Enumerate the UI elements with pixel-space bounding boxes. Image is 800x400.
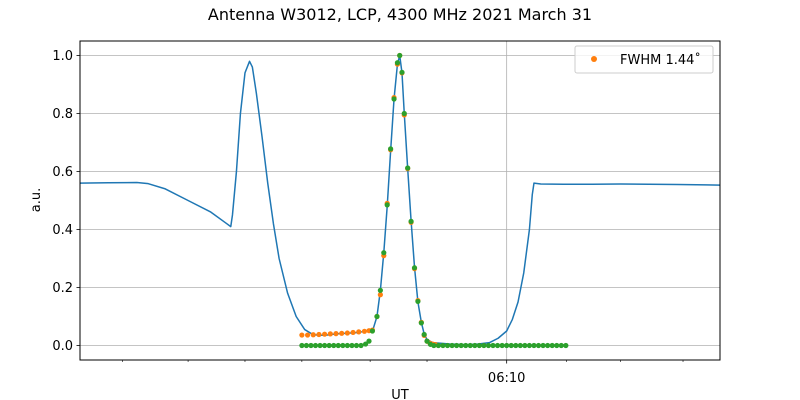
x-axis-label: UT [391, 388, 409, 400]
series-2-point-28 [408, 218, 414, 224]
series-2-point-62 [554, 342, 560, 349]
series-1-point-1 [304, 332, 311, 338]
series-2-point-42 [463, 342, 469, 349]
series-2-point-33 [424, 338, 430, 344]
series-2-point-45 [476, 342, 482, 349]
series-2-point-2 [308, 342, 314, 349]
series-2-point-56 [526, 342, 533, 349]
series-2-point-6 [326, 342, 332, 349]
legend-marker [591, 56, 597, 62]
series-2-point-26 [401, 110, 407, 117]
series-2-point-35 [431, 342, 437, 349]
series-2-point-29 [411, 265, 418, 271]
series-2-point-39 [449, 342, 455, 349]
series-2-point-60 [545, 342, 551, 349]
series-2-point-61 [549, 342, 555, 349]
series-2-point-13 [358, 342, 364, 349]
series-2-point-52 [508, 342, 514, 349]
series-2-point-15 [366, 338, 372, 344]
series-line-0 [79, 54, 721, 346]
series-2-point-63 [558, 342, 564, 349]
series-2-point-37 [440, 342, 446, 349]
y-tick-label-4: 0.8 [52, 107, 73, 122]
series-2-point-36 [435, 342, 441, 349]
series-2-point-50 [499, 342, 505, 349]
series-2-point-27 [405, 165, 411, 171]
y-tick-label-3: 0.6 [52, 165, 73, 180]
series-2-point-43 [467, 342, 473, 349]
series-2-point-55 [522, 342, 528, 349]
series-2-point-51 [504, 342, 510, 349]
series-2-point-46 [481, 342, 487, 349]
series-1-point-8 [344, 330, 350, 336]
series-2-point-40 [454, 342, 460, 349]
x-axis: 06:10 [122, 360, 684, 386]
series-2-point-47 [485, 342, 492, 349]
series-2-point-31 [418, 320, 424, 326]
series-2-point-22 [391, 96, 397, 102]
plot-frame [79, 40, 721, 361]
series-2-point-57 [531, 342, 537, 349]
series-2-point-4 [317, 342, 323, 349]
series-2-point-0 [299, 342, 305, 349]
plot-area [79, 40, 721, 361]
series-2-point-19 [381, 250, 387, 256]
series-2-point-58 [535, 342, 542, 349]
series-2-point-10 [344, 342, 350, 349]
series-2-point-5 [322, 342, 328, 349]
series-2-point-23 [394, 60, 401, 66]
legend-box [574, 45, 714, 74]
series-2-point-54 [517, 342, 523, 349]
series-1-point-6 [333, 331, 339, 337]
series-2-point-3 [312, 342, 319, 349]
series-1-point-15 [377, 292, 383, 298]
series-2-point-59 [540, 342, 546, 349]
series-1-point-7 [339, 330, 345, 336]
series-2-point-16 [369, 328, 376, 334]
legend-label: FWHM 1.44˚ [620, 52, 701, 68]
series-1-point-3 [316, 331, 322, 338]
y-tick-label-0: 0.0 [52, 339, 73, 354]
series-2-point-21 [388, 146, 394, 152]
y-tick-label-2: 0.4 [52, 223, 73, 238]
grid-layer [80, 41, 720, 360]
series-2-point-48 [490, 342, 496, 349]
legend: FWHM 1.44˚ [574, 45, 714, 74]
series-2-point-49 [494, 342, 501, 349]
series-2-point-30 [415, 298, 421, 305]
series-2-point-11 [349, 342, 355, 349]
series-2-point-12 [353, 342, 360, 349]
series-2-point-25 [399, 69, 405, 75]
series-1-point-10 [356, 329, 362, 335]
y-tick-label-5: 1.0 [52, 49, 73, 64]
y-tick-label-1: 0.2 [52, 281, 73, 296]
series-2-point-8 [335, 342, 341, 349]
series-2-point-1 [303, 342, 310, 349]
series-1-point-0 [299, 332, 305, 338]
series-2-point-44 [472, 342, 478, 349]
series-2-point-7 [331, 342, 337, 349]
series-2-point-32 [421, 331, 427, 338]
series-2-point-18 [377, 287, 383, 293]
series-2-point-64 [563, 342, 569, 349]
series-1-point-2 [310, 332, 316, 338]
series-1-point-4 [322, 331, 328, 337]
y-axis-label: a.u. [29, 188, 44, 212]
series-2-point-53 [513, 342, 519, 349]
series-2-point-38 [444, 342, 451, 349]
x-tick-label-0: 06:10 [488, 371, 525, 386]
y-axis: 0.0 0.2 0.4 0.6 0.8 1.0 [52, 49, 80, 354]
series-2-point-14 [362, 341, 369, 347]
series-1-point-5 [327, 331, 333, 337]
series-2-point-17 [374, 313, 380, 320]
series-2-point-41 [458, 342, 464, 349]
series-layer [79, 52, 721, 349]
series-2-point-9 [340, 342, 346, 349]
series-2-point-20 [384, 202, 390, 208]
chart-title: Antenna W3012, LCP, 4300 MHz 2021 March … [208, 5, 592, 24]
series-1-point-11 [361, 328, 368, 334]
series-2-point-24 [397, 52, 403, 59]
series-1-point-9 [350, 329, 356, 336]
